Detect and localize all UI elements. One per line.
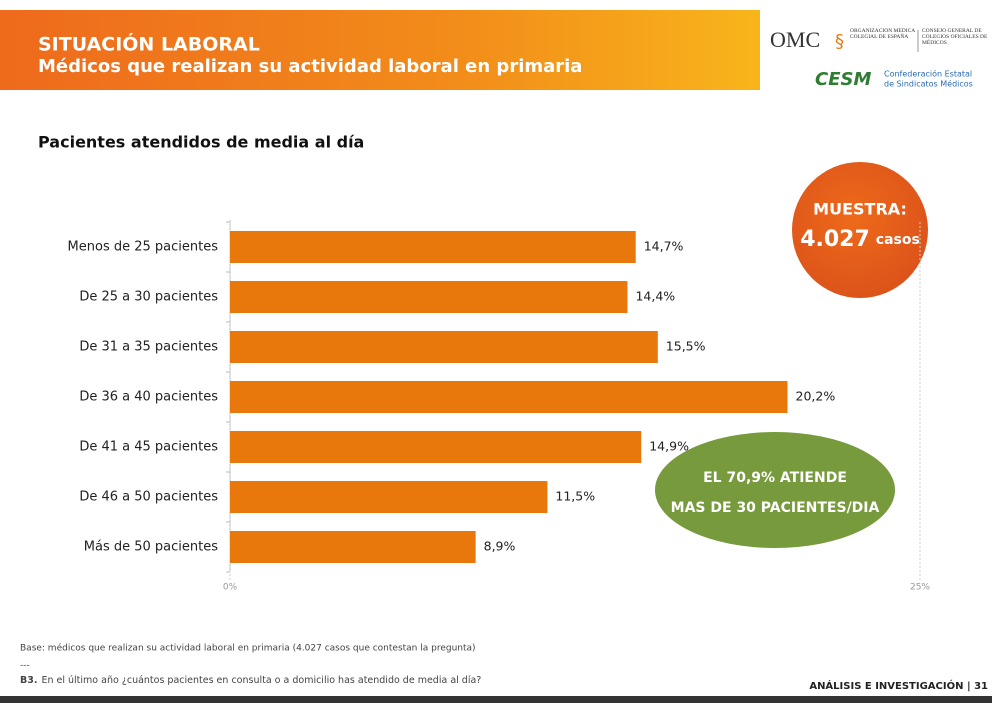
bar	[230, 431, 642, 463]
x-tick-label: 25%	[910, 583, 930, 593]
logo-cesm: CESM	[815, 69, 871, 90]
value-label: 14,7%	[644, 239, 684, 254]
footer-question: B3. En el último año ¿cuántos pacientes e…	[20, 675, 481, 686]
logo-cesm-line2: de Sindicatos Médicos	[884, 79, 973, 89]
value-label: 8,9%	[484, 539, 516, 554]
footer-section: ANÁLISIS E INVESTIGACIÓN | 31	[809, 679, 988, 692]
sample-circle	[792, 162, 928, 298]
header-subtitle: Médicos que realizan su actividad labora…	[38, 56, 582, 77]
value-label: 11,5%	[555, 489, 595, 504]
logo-omc-org-text: ORGANIZACIÓN MÉDICA COLEGIAL DE ESPAÑA	[850, 28, 915, 40]
sample-value: 4.027 casos	[800, 227, 920, 252]
header-title: SITUACIÓN LABORAL	[38, 32, 260, 56]
y-tick-label: De 41 a 45 pacientes	[79, 440, 218, 455]
logo-omc: OMC	[770, 27, 820, 52]
value-label: 15,5%	[666, 339, 706, 354]
footer-base: Base: médicos que realizan su actividad …	[20, 643, 476, 654]
bar	[230, 531, 476, 563]
value-label: 20,2%	[796, 389, 836, 404]
bar	[230, 381, 788, 413]
footer-separator: ---	[20, 661, 30, 671]
sample-unit: casos	[876, 232, 920, 248]
highlight-line2: MAS DE 30 PACIENTES/DIA	[671, 500, 880, 516]
logo-omc-council: CONSEJO GENERAL DE COLEGIOS OFICIALES DE…	[922, 28, 988, 46]
logo-omc-icon: §	[835, 31, 844, 52]
chart-title: Pacientes atendidos de media al día	[38, 133, 364, 152]
logo-omc-council-text: CONSEJO GENERAL DE COLEGIOS OFICIALES DE…	[922, 28, 988, 46]
sample-label: MUESTRA:	[813, 200, 907, 219]
y-tick-label: Menos de 25 pacientes	[68, 240, 219, 255]
highlight-line1: EL 70,9% ATIENDE	[703, 470, 847, 486]
bar	[230, 231, 636, 263]
y-tick-label: De 46 a 50 pacientes	[79, 490, 218, 505]
sample-number: 4.027	[800, 227, 870, 252]
bottom-bar	[0, 696, 992, 703]
bar	[230, 281, 628, 313]
y-tick-label: De 31 a 35 pacientes	[79, 340, 218, 355]
y-tick-label: De 36 a 40 pacientes	[79, 390, 218, 405]
value-label: 14,4%	[635, 289, 675, 304]
logo-cesm-line1: Confederación Estatal	[884, 69, 972, 79]
y-tick-label: De 25 a 30 pacientes	[79, 290, 218, 305]
x-tick-label: 0%	[223, 583, 238, 593]
question-code: B3.	[20, 675, 37, 686]
y-tick-label: Más de 50 pacientes	[84, 540, 218, 555]
question-text: En el último año ¿cuántos pacientes en c…	[41, 675, 481, 686]
bar	[230, 331, 658, 363]
value-label: 14,9%	[649, 439, 689, 454]
bar	[230, 481, 548, 513]
header-band	[0, 10, 760, 90]
logo-omc-org: ORGANIZACIÓN MÉDICA COLEGIAL DE ESPAÑA	[850, 28, 915, 40]
highlight-ellipse	[655, 432, 895, 548]
